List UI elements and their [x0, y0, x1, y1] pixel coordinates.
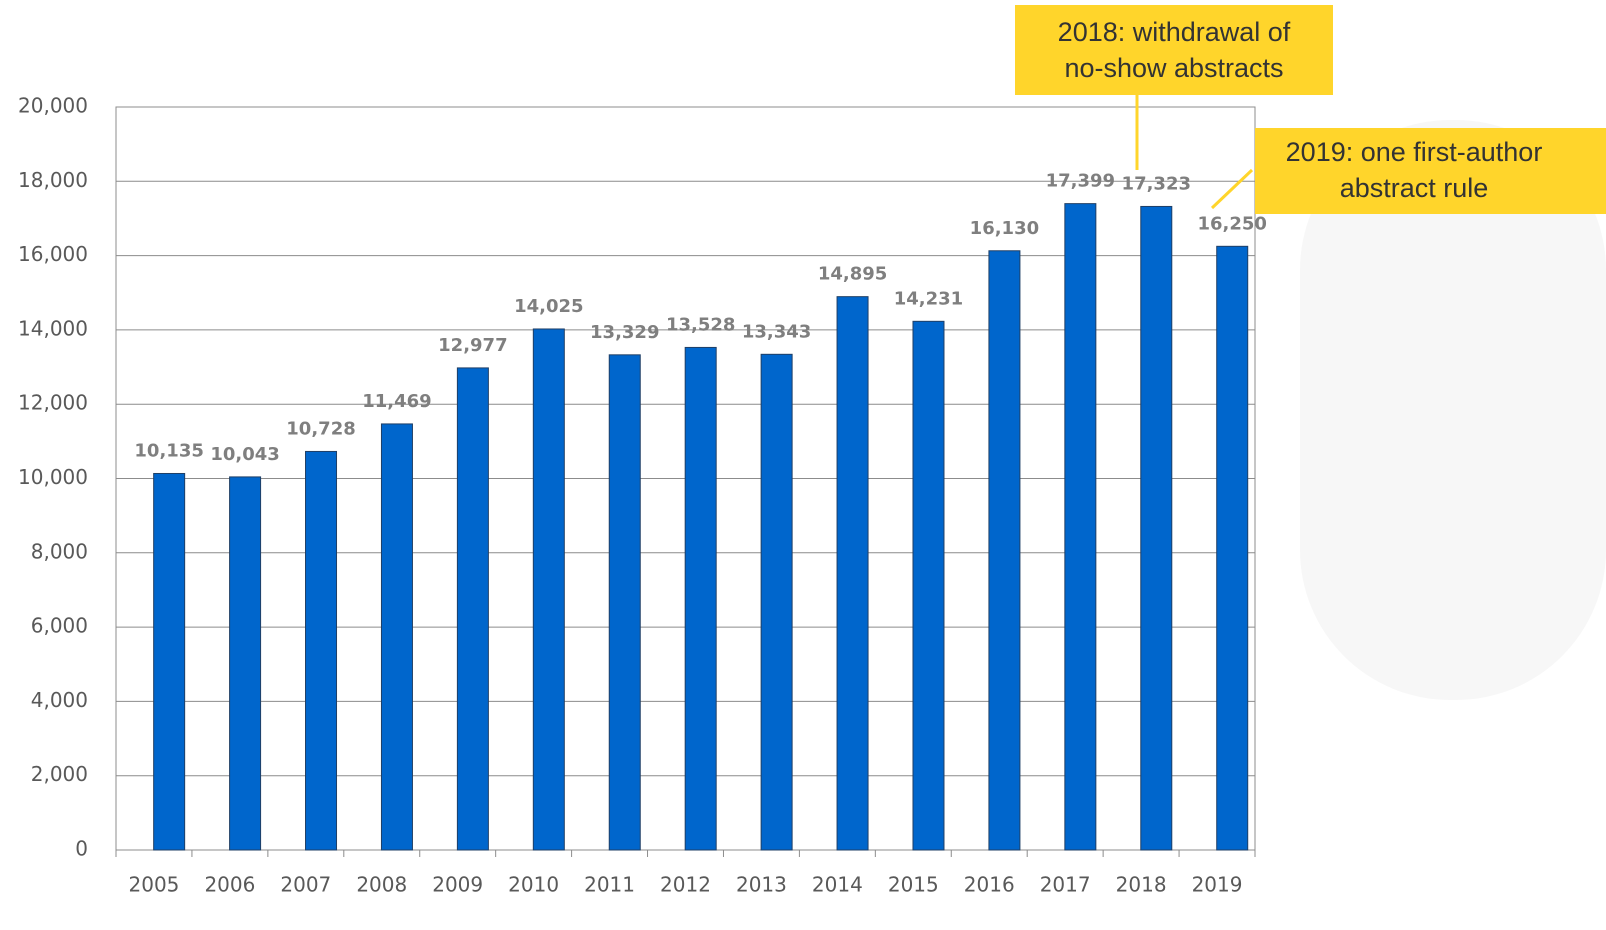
x-tick-label: 2016	[964, 873, 1015, 897]
annotation-box	[1255, 128, 1606, 214]
data-label: 13,329	[590, 322, 659, 343]
y-tick-label: 0	[75, 837, 88, 861]
data-label: 10,728	[286, 418, 355, 439]
data-label: 10,135	[134, 440, 203, 461]
y-tick-label: 16,000	[18, 242, 88, 266]
annotation-text: no-show abstracts	[1064, 53, 1283, 83]
data-label: 13,528	[666, 314, 735, 335]
y-tick-label: 20,000	[18, 94, 88, 118]
bar	[380, 423, 413, 851]
data-label: 14,025	[514, 296, 583, 317]
bar	[684, 346, 717, 851]
data-label: 13,343	[742, 321, 811, 342]
data-label: 16,130	[970, 218, 1039, 239]
bar	[1140, 205, 1173, 851]
bar	[1064, 203, 1097, 851]
bar	[153, 472, 186, 851]
annotation-text: 2019: one first-author	[1286, 137, 1543, 167]
annotation-box	[1015, 5, 1333, 95]
annotation-text: 2018: withdrawal of	[1058, 17, 1291, 47]
y-tick-label: 12,000	[18, 391, 88, 415]
bar	[456, 367, 489, 851]
x-tick-label: 2017	[1040, 873, 1091, 897]
x-tick-label: 2019	[1192, 873, 1243, 897]
leader-line	[1210, 168, 1254, 210]
data-label: 10,043	[210, 444, 279, 465]
y-tick-label: 14,000	[18, 316, 88, 340]
x-tick-label: 2005	[129, 873, 180, 897]
x-tick-label: 2009	[432, 873, 483, 897]
x-tick-label: 2015	[888, 873, 939, 897]
data-label: 14,895	[818, 264, 887, 285]
x-tick-label: 2013	[736, 873, 787, 897]
y-tick-label: 2,000	[31, 762, 88, 786]
x-tick-label: 2010	[508, 873, 559, 897]
bar	[305, 450, 338, 851]
x-tick-label: 2014	[812, 873, 863, 897]
data-label: 12,977	[438, 335, 507, 356]
bar	[912, 320, 945, 851]
bar	[608, 354, 641, 851]
x-tick-label: 2006	[204, 873, 255, 897]
y-tick-label: 6,000	[31, 614, 88, 638]
background-shape	[1300, 120, 1606, 700]
data-label: 11,469	[362, 391, 431, 412]
y-tick-label: 8,000	[31, 539, 88, 563]
bar	[988, 250, 1021, 851]
y-tick-label: 18,000	[18, 168, 88, 192]
annotation-text: abstract rule	[1340, 173, 1489, 203]
x-tick-label: 2012	[660, 873, 711, 897]
bar	[532, 328, 565, 851]
data-label: 17,323	[1122, 173, 1191, 194]
bar	[229, 476, 262, 851]
bar	[1216, 245, 1249, 851]
x-tick-label: 2007	[280, 873, 331, 897]
data-label: 17,399	[1046, 171, 1115, 192]
x-tick-label: 2018	[1116, 873, 1167, 897]
annotation: 2019: one first-author abstract rule	[1210, 128, 1606, 214]
x-tick-label: 2008	[356, 873, 407, 897]
bar	[836, 296, 869, 851]
y-tick-label: 10,000	[18, 465, 88, 489]
y-tick-label: 4,000	[31, 688, 88, 712]
annotation: 2018: withdrawal of no-show abstracts	[1015, 5, 1333, 170]
x-tick-label: 2011	[584, 873, 635, 897]
data-label: 16,250	[1197, 213, 1266, 234]
bar	[760, 353, 793, 851]
data-label: 14,231	[894, 288, 963, 309]
